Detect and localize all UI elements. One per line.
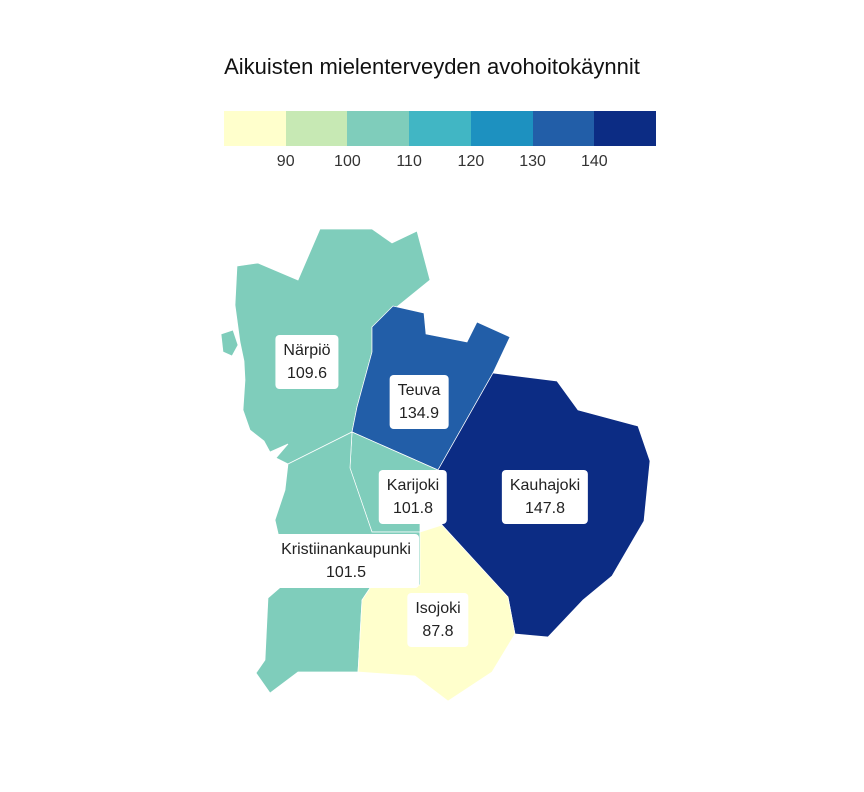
legend-tick: 100 (334, 153, 361, 170)
legend-tick: 130 (519, 153, 546, 170)
legend-tick: 90 (276, 153, 295, 170)
region-name: Kauhajoki (509, 477, 581, 494)
region-name: Kristiinankaupunki (281, 541, 411, 558)
region-label-teuva: Teuva 134.9 (389, 375, 449, 429)
legend-swatch-5 (470, 111, 533, 146)
region-value: 134.9 (398, 405, 440, 422)
legend-swatch-3 (347, 111, 410, 146)
region-name: Närpiö (283, 342, 331, 359)
legend-swatch-2 (285, 111, 348, 146)
region-label-kauhajoki: Kauhajoki 147.8 (501, 470, 589, 524)
region-value: 87.8 (422, 623, 454, 640)
region-name: Isojoki (415, 600, 461, 617)
legend-ticks: 90 100 110 120 130 140 (224, 153, 656, 173)
legend-swatch-6 (532, 111, 595, 146)
color-legend (224, 111, 657, 146)
legend-swatch-4 (409, 111, 471, 146)
region-value: 101.8 (392, 500, 434, 517)
legend-swatch-7 (594, 111, 657, 146)
region-label-karijoki: Karijoki 101.8 (378, 470, 448, 524)
region-value: 101.5 (325, 564, 367, 581)
legend-swatch-1 (224, 111, 286, 146)
region-value: 109.6 (286, 365, 328, 382)
region-narpio-island (220, 329, 239, 357)
region-label-isojoki: Isojoki 87.8 (407, 593, 469, 647)
map-title: Aikuisten mielenterveyden avohoitokäynni… (224, 54, 640, 79)
region-label-kristiinankaupunki: Kristiinankaupunki 101.5 (273, 534, 419, 588)
legend-tick: 140 (580, 153, 608, 170)
region-value: 147.8 (524, 500, 566, 517)
region-name: Karijoki (386, 477, 440, 494)
legend-tick: 110 (396, 153, 422, 170)
legend-tick: 120 (457, 153, 485, 170)
region-name: Teuva (397, 382, 441, 399)
region-label-narpio: Närpiö 109.6 (275, 335, 339, 389)
